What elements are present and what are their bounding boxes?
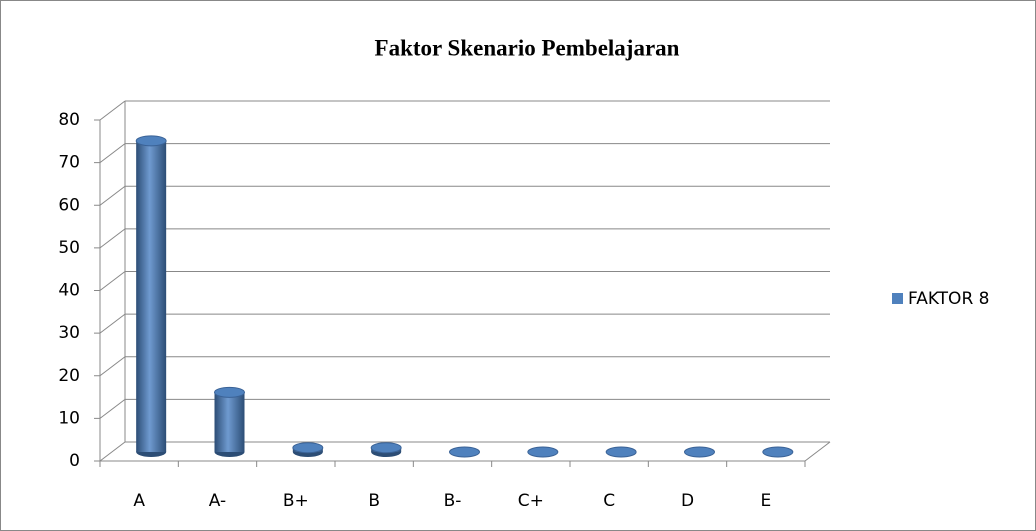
- bar-group: [135, 135, 167, 457]
- y-tick-label: 80: [58, 110, 80, 130]
- x-tick-label: A: [133, 491, 145, 511]
- chart-title: Faktor Skenario Pembelajaran: [375, 35, 680, 60]
- y-tick-label: 40: [58, 281, 80, 301]
- bar-top: [135, 135, 167, 147]
- bar-group: [214, 386, 245, 457]
- y-tick-label: 20: [58, 366, 80, 386]
- bar-top: [370, 442, 402, 454]
- floor-right: [804, 441, 831, 462]
- grid-line-side: [99, 398, 126, 419]
- grid-line-side: [99, 228, 126, 249]
- bar: [214, 392, 245, 452]
- bar-group: [605, 446, 637, 458]
- bar-group: [292, 442, 324, 457]
- bar-top: [292, 442, 324, 454]
- bar-top: [605, 446, 637, 458]
- bar-group: [370, 442, 402, 457]
- legend-label: FAKTOR 8: [908, 289, 989, 309]
- grid-line-side: [99, 271, 126, 291]
- bar-group: [684, 446, 715, 458]
- grid-line-side: [99, 185, 126, 206]
- bar-group: [449, 446, 480, 458]
- bar-top: [214, 386, 245, 398]
- x-tick-label: C: [603, 491, 615, 511]
- x-tick-label: B-: [444, 491, 462, 511]
- y-tick-label: 10: [58, 408, 80, 428]
- bar-top: [527, 446, 559, 458]
- y-tick-label: 30: [58, 323, 80, 343]
- bar-group: [527, 446, 559, 458]
- bar-top: [449, 446, 480, 458]
- bar-group: [762, 446, 794, 458]
- y-tick-label: 50: [58, 238, 80, 258]
- bar: [136, 140, 167, 452]
- y-tick-label: 60: [58, 195, 80, 215]
- x-tick-label: A-: [209, 491, 226, 511]
- y-tick-label: 0: [69, 451, 80, 471]
- grid-line-side: [99, 356, 126, 377]
- legend-swatch: [892, 293, 903, 304]
- x-tick-label: B+: [283, 491, 309, 511]
- grid-line-side: [99, 143, 126, 164]
- bar-top: [762, 446, 794, 458]
- x-tick-label: B: [368, 491, 380, 511]
- grid-line-side: [99, 313, 126, 334]
- bar-top: [684, 446, 715, 458]
- y-tick-label: 70: [58, 153, 80, 173]
- grid-line-side: [99, 441, 126, 462]
- x-tick-label: C+: [518, 491, 544, 511]
- grid-line-side: [99, 100, 126, 121]
- x-tick-label: E: [760, 491, 771, 511]
- x-tick-label: D: [681, 491, 694, 511]
